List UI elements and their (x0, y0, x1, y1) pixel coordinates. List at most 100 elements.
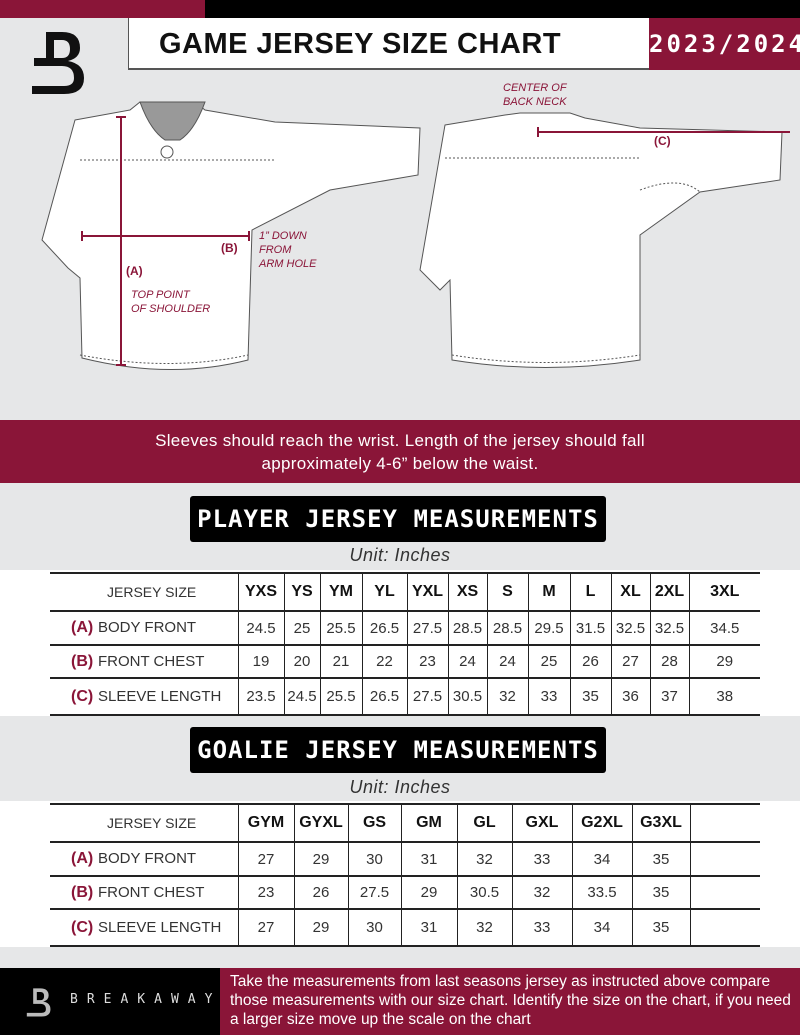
banner-line-1: Sleeves should reach the wrist. Length o… (155, 431, 645, 450)
empty-column (689, 803, 760, 842)
measurement-cell: 29 (293, 908, 348, 947)
size-column-header: S (486, 572, 528, 611)
measurement-cell: 22 (361, 644, 407, 679)
measurement-cell: 33 (511, 841, 572, 877)
measurement-cell: 26 (293, 875, 348, 910)
player-measurements-table: JERSEY SIZE YXS YS YM YL YXL XS S M L XL 2XL 3XL (A) B… (50, 572, 760, 716)
size-column-header: GYM (237, 803, 294, 842)
measurement-cell: 19 (237, 644, 284, 679)
measurement-cell: 30 (347, 841, 401, 877)
measurement-cell: 28 (649, 644, 689, 679)
measurement-cell: 23 (237, 875, 294, 910)
measurement-cell: 27 (237, 841, 294, 877)
measurement-cell: 34.5 (688, 610, 760, 646)
row-label: (C) SLEEVE LENGTH (50, 908, 238, 947)
row-name: SLEEVE LENGTH (98, 918, 222, 936)
measurement-row: (C) SLEEVE LENGTH 23.5 24.5 25.5 26.5 27.5 30.5… (50, 677, 760, 716)
row-name: SLEEVE LENGTH (98, 687, 222, 705)
measurement-cell: 29.5 (527, 610, 570, 646)
size-column-header: YXS (237, 572, 284, 611)
row-letter: (A) (71, 850, 94, 867)
measurement-cell: 38 (688, 677, 760, 716)
measurement-cell: 37 (649, 677, 689, 716)
brand-logo-icon (32, 32, 84, 94)
measurement-cell: 24 (486, 644, 528, 679)
top-black-bar (205, 0, 800, 18)
measurement-cell: 33 (527, 677, 570, 716)
measurement-cell: 32.5 (649, 610, 689, 646)
measurement-cell: 29 (400, 875, 457, 910)
measurement-cell: 31.5 (569, 610, 611, 646)
measurement-cell: 30.5 (456, 875, 512, 910)
measurement-cell: 24.5 (283, 677, 320, 716)
measurement-cell: 25.5 (319, 610, 362, 646)
empty-cell (689, 908, 760, 947)
size-column-header: 3XL (688, 572, 760, 611)
size-column-header: XL (610, 572, 650, 611)
measurement-cell: 26 (569, 644, 611, 679)
fit-instructions-banner: Sleeves should reach the wrist. Length o… (0, 420, 800, 483)
title-box: GAME JERSEY SIZE CHART (128, 18, 649, 70)
brand-name: BREAKAWAY (70, 992, 222, 1007)
banner-line-2: approximately 4-6” below the waist. (261, 454, 539, 473)
empty-cell (689, 875, 760, 910)
measurement-cell: 33.5 (571, 875, 632, 910)
size-column-header: GM (400, 803, 457, 842)
measurement-cell: 26.5 (361, 677, 407, 716)
size-header-row: JERSEY SIZE YXS YS YM YL YXL XS S M L XL 2XL 3XL (50, 572, 760, 611)
player-unit: Unit: Inches (349, 545, 451, 565)
size-column-header: 2XL (649, 572, 689, 611)
label-a: (A) (126, 264, 143, 278)
measurement-cell: 32 (456, 908, 512, 947)
measurement-cell: 23 (406, 644, 448, 679)
measurement-cell: 25.5 (319, 677, 362, 716)
row-letter: (A) (71, 619, 94, 636)
measurement-cell: 32 (456, 841, 512, 877)
goalie-unit: Unit: Inches (349, 777, 451, 797)
goalie-section-title: GOALIE JERSEY MEASUREMENTS (190, 727, 606, 773)
measurement-cell: 34 (571, 908, 632, 947)
season-badge: 2023/2024 (649, 18, 800, 70)
measurement-row: (A) BODY FRONT 24.5 25 25.5 26.5 27.5 28.5 28.5 2… (50, 610, 760, 646)
measurement-cell: 35 (569, 677, 611, 716)
size-column-header: YM (319, 572, 362, 611)
measurement-cell: 25 (283, 610, 320, 646)
size-column-header: YXL (406, 572, 448, 611)
measurement-cell: 27 (237, 908, 294, 947)
size-column-header: GYXL (293, 803, 348, 842)
size-header-row: JERSEY SIZE GYM GYXL GS GM GL GXL G2XL G3XL (50, 803, 760, 842)
measurement-cell: 26.5 (361, 610, 407, 646)
row-label: (B) FRONT CHEST (50, 875, 238, 910)
measurement-cell: 24.5 (237, 610, 284, 646)
row-name: FRONT CHEST (98, 883, 205, 901)
jersey-size-label: JERSEY SIZE (50, 803, 238, 842)
measurement-cell: 35 (631, 875, 690, 910)
row-letter: (C) (71, 918, 94, 936)
measurement-cell: 31 (400, 908, 457, 947)
size-column-header: YS (283, 572, 320, 611)
size-column-header: GS (347, 803, 401, 842)
center-back-neck-label: CENTER OF BACK NECK (503, 82, 567, 108)
measurement-row: (B) FRONT CHEST 19 20 21 22 23 24 24 25 26 27 28 29 (50, 644, 760, 679)
player-section-title: PLAYER JERSEY MEASUREMENTS (190, 496, 606, 542)
footer-instructions: Take the measurements from last seasons … (220, 968, 800, 1035)
measurement-cell: 20 (283, 644, 320, 679)
measurement-cell: 24 (447, 644, 487, 679)
measurement-cell: 30 (347, 908, 401, 947)
measurement-row: (A) BODY FRONT 27 29 30 31 32 33 34 35 (50, 841, 760, 877)
measurement-cell: 35 (631, 908, 690, 947)
size-column-header: L (569, 572, 611, 611)
measurement-cell: 27.5 (406, 677, 448, 716)
size-column-header: GL (456, 803, 512, 842)
measurement-cell: 23.5 (237, 677, 284, 716)
measurement-cell: 29 (688, 644, 760, 679)
jersey-size-label: JERSEY SIZE (50, 572, 238, 611)
measurement-row: (C) SLEEVE LENGTH 27 29 30 31 32 33 34 35 (50, 908, 760, 947)
row-letter: (B) (71, 883, 94, 901)
measurement-lines (81, 116, 790, 366)
jersey-diagram (41, 101, 790, 370)
measurement-cell: 21 (319, 644, 362, 679)
measurement-cell: 35 (631, 841, 690, 877)
measurement-cell: 36 (610, 677, 650, 716)
measurement-cell: 34 (571, 841, 632, 877)
